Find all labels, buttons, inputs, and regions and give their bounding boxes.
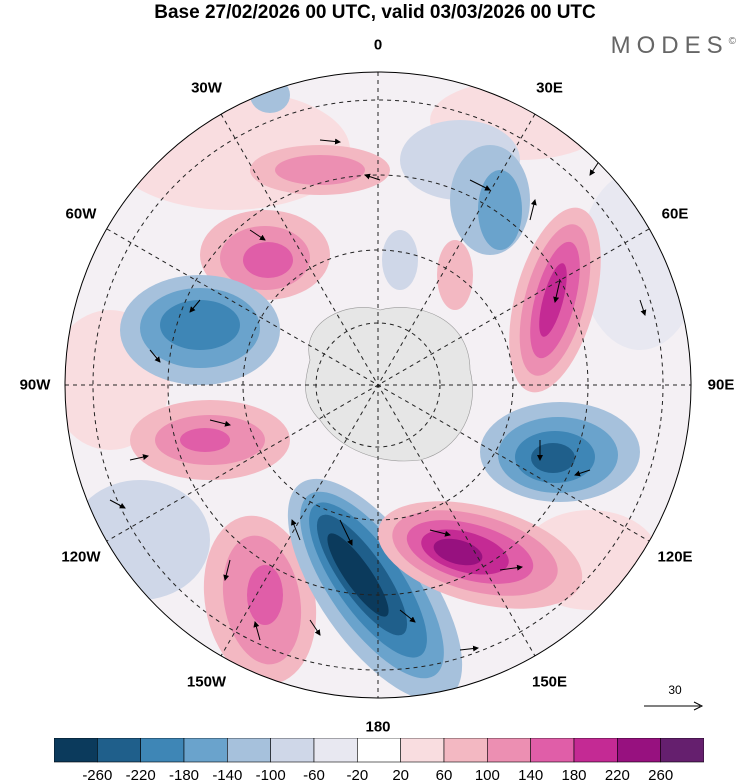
colorbar-tick-label: 20 <box>392 767 409 784</box>
brand-mark: © <box>728 36 736 47</box>
colorbar-tick-label: 260 <box>648 767 674 784</box>
longitude-label-lon-150w: 150W <box>186 673 227 691</box>
longitude-label-lon-120w: 120W <box>61 548 101 565</box>
colorbar-swatch <box>313 738 358 763</box>
colorbar-swatch <box>400 738 445 763</box>
longitude-label-lon-60w: 60W <box>65 205 97 222</box>
longitude-label-lon-0: 0 <box>373 36 383 54</box>
colorbar-swatch <box>357 738 401 763</box>
map-title: Base 27/02/2026 00 UTC, valid 03/03/2026… <box>154 2 596 23</box>
colorbar-tick-label: -140 <box>212 767 243 784</box>
colorbar-tick-label: 180 <box>561 767 587 784</box>
colorbar-swatch <box>140 738 185 763</box>
colorbar-tick-label: 220 <box>604 767 630 784</box>
colorbar-swatch <box>573 738 618 763</box>
longitude-label-lon-120e: 120E <box>657 548 693 565</box>
vector-reference-value: 30 <box>668 683 682 697</box>
colorbar-swatch <box>183 738 228 763</box>
colorbar-swatch <box>617 738 661 763</box>
colorbar-swatch <box>270 738 315 763</box>
colorbar-swatch <box>530 738 575 763</box>
brand-name: MODES <box>610 32 729 59</box>
longitude-label-lon-150e: 150E <box>531 673 568 691</box>
longitude-label-lon-90w: 90W <box>19 376 51 394</box>
colorbar-tick-label: 100 <box>474 767 500 784</box>
colorbar-tick-label: -60 <box>303 767 325 784</box>
anomaly-field <box>65 72 691 698</box>
colorbar-tick-label: -100 <box>255 767 286 784</box>
brand-logo: MODES© <box>611 32 736 60</box>
colorbar-swatch <box>54 738 98 763</box>
colorbar-tick-label: 60 <box>435 767 453 784</box>
colorbar <box>54 738 704 763</box>
colorbar-swatch <box>487 738 531 763</box>
longitude-label-lon-30e: 30E <box>536 79 563 97</box>
arrow-right-icon <box>644 701 704 711</box>
colorbar-tick-label: -260 <box>82 767 113 784</box>
colorbar-swatch <box>97 738 141 763</box>
colorbar-tick-label: -220 <box>125 767 156 784</box>
colorbar-swatch <box>443 738 488 763</box>
vector-reference: 30 <box>640 683 710 716</box>
colorbar-swatch <box>227 738 271 763</box>
colorbar-swatch <box>660 738 704 763</box>
longitude-label-lon-90e: 90E <box>707 376 735 394</box>
longitude-label-lon-180: 180 <box>365 718 391 736</box>
colorbar-tick-label: 140 <box>518 767 544 784</box>
colorbar-tick-label: -180 <box>168 767 200 784</box>
longitude-label-lon-60e: 60E <box>661 205 689 222</box>
colorbar-tick-label: -20 <box>346 767 369 784</box>
longitude-label-lon-30w: 30W <box>191 79 222 97</box>
